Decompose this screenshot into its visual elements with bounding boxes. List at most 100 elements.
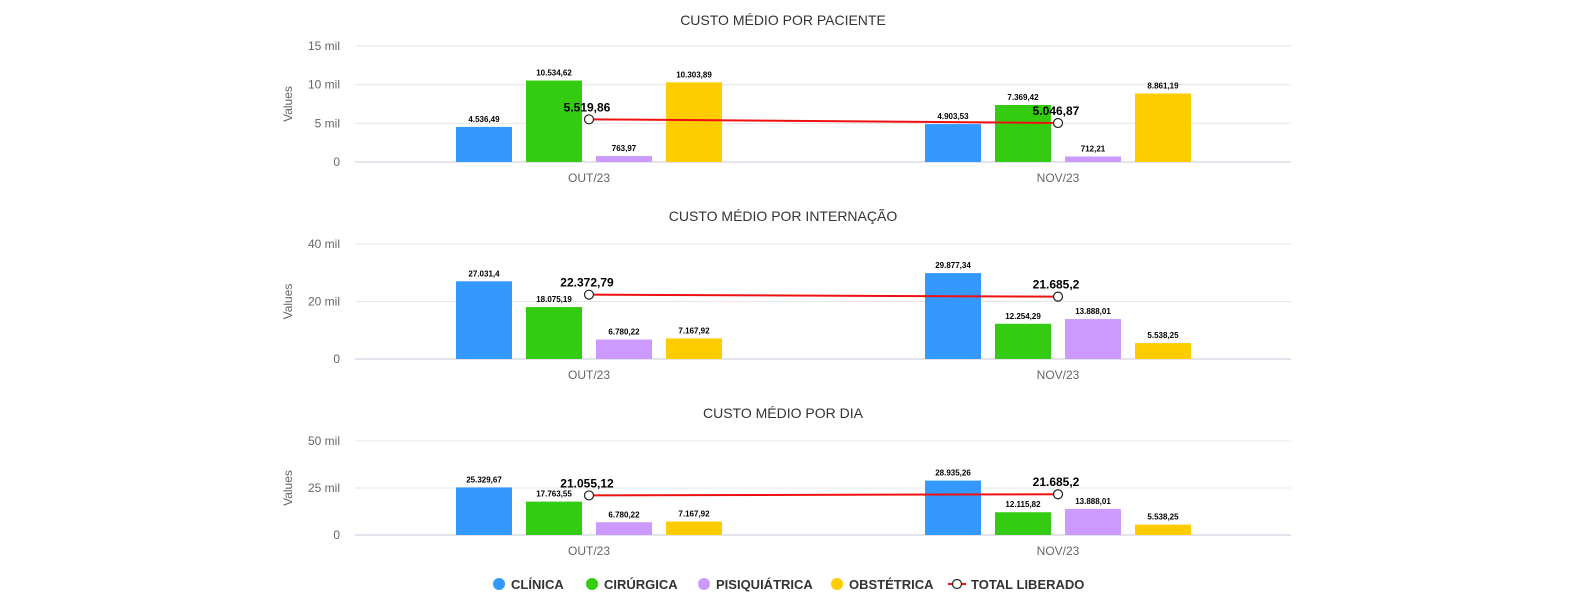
- y-tick-label: 25 mil: [308, 481, 340, 495]
- bar-value-label: 6.780,22: [608, 510, 640, 519]
- bar: [596, 522, 652, 535]
- y-tick-label: 0: [333, 528, 340, 542]
- total-point: [1052, 489, 1064, 500]
- category-label: OUT/23: [568, 368, 610, 382]
- bar-value-label: 5.538,25: [1147, 513, 1179, 522]
- category-label: NOV/23: [1037, 171, 1080, 185]
- legend-item[interactable]: CIRÚRGICA: [586, 577, 678, 592]
- total-value-label: 5.519,86: [564, 100, 611, 114]
- bar-value-label: 18.075,19: [536, 295, 572, 304]
- total-point: [583, 114, 595, 125]
- bar: [596, 339, 652, 359]
- total-value-label: 22.372,79: [560, 276, 614, 290]
- bar: [995, 323, 1051, 359]
- legend-item[interactable]: OBSTÉTRICA: [831, 577, 934, 592]
- y-tick-label: 0: [333, 352, 340, 366]
- bar-value-label: 13.888,01: [1075, 497, 1111, 506]
- bar-value-label: 4.903,53: [937, 112, 969, 121]
- total-point: [1052, 117, 1064, 129]
- bar-value-label: 27.031,4: [468, 269, 500, 278]
- legend-item[interactable]: CLÍNICA: [493, 577, 564, 592]
- bar-value-label: 8.861,19: [1147, 81, 1179, 90]
- legend-label: OBSTÉTRICA: [849, 577, 934, 592]
- bar: [995, 512, 1051, 535]
- y-tick-label: 5 mil: [315, 116, 340, 130]
- y-tick-label: 10 mil: [308, 78, 340, 92]
- bar-value-label: 28.935,26: [935, 469, 971, 478]
- bar-value-label: 5.538,25: [1147, 331, 1179, 340]
- bar: [456, 487, 512, 535]
- legend-swatch: [586, 578, 598, 590]
- bar: [925, 273, 981, 359]
- legend-label: TOTAL LIBERADO: [971, 577, 1084, 592]
- bar: [1135, 93, 1191, 162]
- legend-label: CIRÚRGICA: [604, 577, 678, 592]
- bar: [456, 281, 512, 359]
- category-label: OUT/23: [568, 544, 610, 558]
- category-label: OUT/23: [568, 171, 610, 185]
- chart-panel: CUSTO MÉDIO POR INTERNAÇÃO Values 0 20 mil 4…: [281, 208, 1291, 382]
- bar-value-label: 763,97: [612, 144, 637, 153]
- y-tick-label: 50 mil: [308, 434, 340, 448]
- total-line: [588, 118, 1059, 124]
- bar: [925, 124, 981, 162]
- bar: [526, 307, 582, 359]
- chart-title: CUSTO MÉDIO POR INTERNAÇÃO: [669, 208, 898, 224]
- bar: [995, 105, 1051, 162]
- bar-value-label: 6.780,22: [608, 328, 640, 337]
- y-tick-label: 20 mil: [308, 295, 340, 309]
- total-value-label: 5.046,87: [1033, 104, 1080, 118]
- y-tick-label: 15 mil: [308, 39, 340, 53]
- bar-value-label: 25.329,67: [466, 475, 502, 484]
- bar: [1065, 319, 1121, 359]
- total-point: [583, 289, 595, 300]
- bar-value-label: 10.303,89: [676, 70, 712, 79]
- y-tick-label: 40 mil: [308, 237, 340, 251]
- bar: [596, 156, 652, 162]
- y-axis-title: Values: [281, 284, 295, 320]
- legend-label: CLÍNICA: [511, 577, 564, 592]
- bar: [1135, 343, 1191, 359]
- bar-value-label: 7.167,92: [678, 510, 710, 519]
- total-line: [588, 293, 1059, 298]
- bar: [1135, 524, 1191, 535]
- bar-value-label: 7.167,92: [678, 326, 710, 335]
- bar-value-label: 10.534,62: [536, 69, 572, 78]
- bar-value-label: 4.536,49: [468, 115, 500, 124]
- bar: [666, 521, 722, 535]
- total-point: [1052, 291, 1064, 302]
- legend-point-swatch: [951, 578, 963, 590]
- bar-value-label: 7.369,42: [1007, 93, 1039, 102]
- legend-item[interactable]: TOTAL LIBERADO: [948, 577, 1084, 592]
- legend-label: PISIQUIÁTRICA: [716, 577, 813, 592]
- category-label: NOV/23: [1037, 544, 1080, 558]
- category-label: NOV/23: [1037, 368, 1080, 382]
- legend-item[interactable]: PISIQUIÁTRICA: [698, 577, 813, 592]
- chart-panel: CUSTO MÉDIO POR PACIENTE Values 0 5 mil 10 m…: [281, 12, 1291, 185]
- bar-value-label: 13.888,01: [1075, 307, 1111, 316]
- bar: [526, 80, 582, 162]
- legend: CLÍNICA CIRÚRGICA PISIQUIÁTRICA OBSTÉTRICA T…: [493, 577, 1084, 592]
- y-axis-title: Values: [281, 470, 295, 506]
- legend-swatch: [831, 578, 843, 590]
- bar: [1065, 156, 1121, 162]
- total-value-label: 21.685,2: [1033, 475, 1080, 489]
- legend-swatch: [493, 578, 505, 590]
- bar: [666, 82, 722, 162]
- bar: [925, 480, 981, 535]
- bar: [456, 126, 512, 162]
- bar-value-label: 17.763,55: [536, 490, 572, 499]
- bar: [1065, 508, 1121, 535]
- total-point: [583, 490, 595, 501]
- total-value-label: 21.055,12: [560, 476, 614, 490]
- bar: [526, 501, 582, 535]
- chart-panel: CUSTO MÉDIO POR DIA Values 0 25 mil 50 mil 25…: [281, 405, 1291, 558]
- bar-value-label: 12.115,82: [1005, 500, 1041, 509]
- bar-value-label: 712,21: [1081, 144, 1106, 153]
- y-tick-label: 0: [333, 155, 340, 169]
- chart-title: CUSTO MÉDIO POR PACIENTE: [680, 12, 886, 28]
- bar-value-label: 29.877,34: [935, 261, 971, 270]
- bar-value-label: 12.254,29: [1005, 312, 1041, 321]
